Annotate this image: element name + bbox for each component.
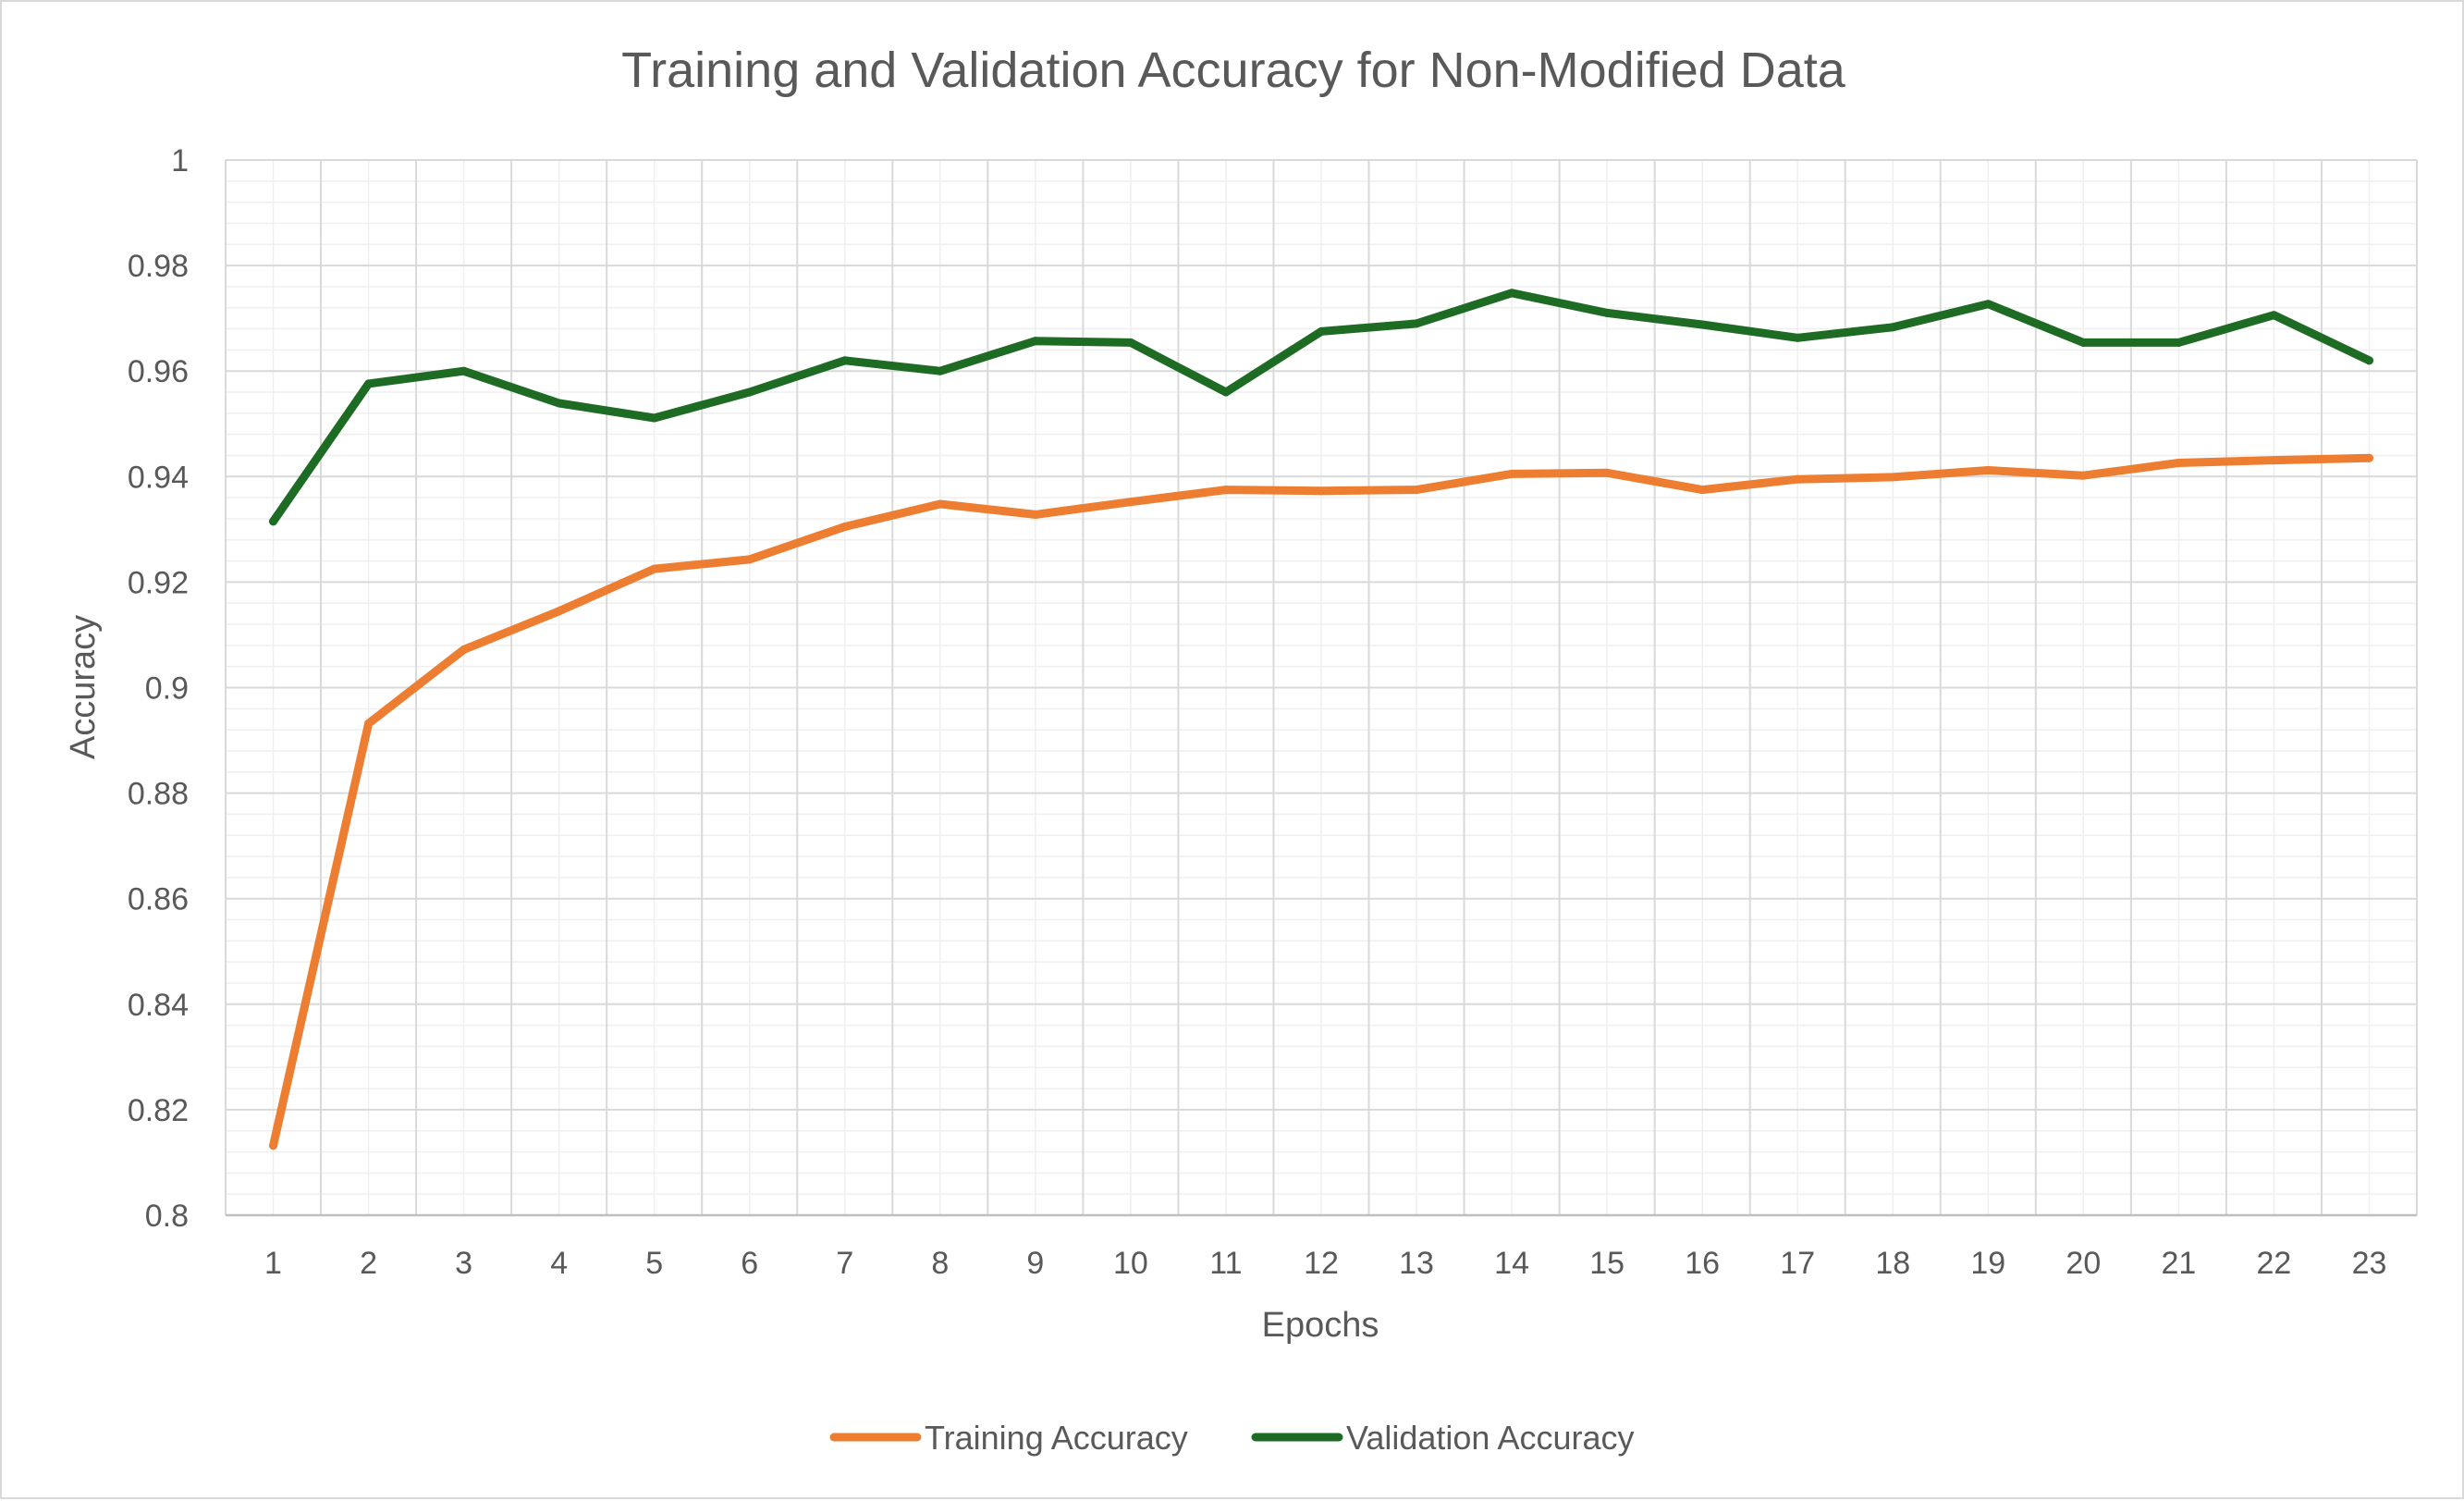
y-tick-label: 0.82 [128, 1093, 189, 1128]
x-tick-label: 8 [931, 1246, 949, 1281]
y-axis-title: Accuracy [64, 615, 103, 759]
data-point-training [840, 522, 850, 531]
x-tick-label: 19 [1970, 1246, 2005, 1281]
x-tick-label: 13 [1399, 1246, 1434, 1281]
data-point-training [364, 719, 374, 728]
x-tick-label: 23 [2352, 1246, 2387, 1281]
x-tick-label: 5 [645, 1246, 663, 1281]
data-point-training [460, 645, 469, 654]
data-point-validation [2269, 311, 2278, 320]
data-point-validation [1221, 388, 1231, 397]
x-tick-label: 9 [1026, 1246, 1044, 1281]
x-tick-label: 17 [1780, 1246, 1815, 1281]
x-tick-label: 21 [2161, 1246, 2196, 1281]
y-tick-label: 0.96 [128, 354, 189, 389]
data-point-training [745, 555, 754, 564]
data-point-training [269, 1141, 278, 1150]
data-point-validation [2078, 338, 2088, 347]
data-point-validation [840, 356, 850, 365]
data-point-validation [1317, 326, 1326, 336]
x-tick-label: 15 [1589, 1246, 1624, 1281]
data-point-validation [1412, 319, 1421, 328]
data-point-training [1031, 510, 1040, 519]
legend-label-training: Training Accuracy [925, 1419, 1188, 1457]
x-tick-label: 16 [1685, 1246, 1720, 1281]
data-point-training [1983, 465, 1992, 474]
data-point-validation [2364, 356, 2373, 365]
data-point-training [1888, 473, 1897, 482]
series-lines [269, 289, 2373, 1150]
data-point-validation [650, 413, 659, 423]
data-point-training [1221, 486, 1231, 495]
data-point-training [1412, 486, 1421, 495]
x-tick-label: 10 [1113, 1246, 1148, 1281]
y-tick-label: 0.86 [128, 882, 189, 917]
data-point-training [1507, 469, 1516, 478]
data-point-training [1698, 486, 1707, 495]
x-tick-label: 22 [2257, 1246, 2292, 1281]
x-tick-label: 14 [1494, 1246, 1529, 1281]
x-tick-label: 3 [455, 1246, 472, 1281]
data-point-validation [1698, 320, 1707, 329]
data-point-validation [1602, 308, 1612, 317]
x-tick-label: 7 [836, 1246, 853, 1281]
y-tick-label: 0.98 [128, 249, 189, 284]
y-tick-label: 0.8 [145, 1199, 189, 1234]
y-tick-label: 0.9 [145, 671, 189, 707]
data-point-validation [1126, 338, 1135, 347]
data-point-validation [460, 366, 469, 375]
axes: 0.80.820.840.860.880.90.920.940.960.9811… [128, 143, 2417, 1281]
x-tick-label: 6 [741, 1246, 758, 1281]
y-tick-label: 0.94 [128, 460, 189, 495]
data-point-training [2364, 453, 2373, 462]
data-point-validation [1031, 337, 1040, 346]
data-point-training [555, 607, 564, 616]
y-tick-label: 1 [171, 143, 189, 178]
data-point-validation [269, 517, 278, 526]
data-point-training [650, 564, 659, 573]
y-tick-label: 0.84 [128, 988, 189, 1023]
data-point-training [2174, 458, 2183, 467]
chart-title: Training and Validation Accuracy for Non… [621, 43, 1846, 98]
data-point-training [1793, 474, 1802, 484]
x-tick-label: 4 [550, 1246, 568, 1281]
data-point-validation [1507, 289, 1516, 298]
data-point-validation [1983, 300, 1992, 309]
data-point-validation [2174, 338, 2183, 347]
legend-label-validation: Validation Accuracy [1346, 1419, 1635, 1457]
y-tick-label: 0.88 [128, 777, 189, 812]
data-point-validation [364, 379, 374, 388]
data-point-training [2269, 456, 2278, 465]
legend: Training Accuracy Validation Accuracy [829, 1419, 1635, 1457]
data-point-training [1317, 486, 1326, 496]
x-tick-label: 12 [1304, 1246, 1339, 1281]
data-point-training [1602, 468, 1612, 477]
x-tick-label: 2 [360, 1246, 377, 1281]
data-point-validation [555, 399, 564, 408]
gridlines [225, 159, 2418, 1216]
x-tick-label: 1 [264, 1246, 282, 1281]
x-tick-label: 11 [1209, 1246, 1242, 1281]
data-point-training [936, 499, 945, 509]
data-point-validation [745, 388, 754, 397]
data-point-training [2078, 471, 2088, 480]
data-point-validation [1793, 333, 1802, 342]
x-axis-title: Epochs [1262, 1306, 1379, 1345]
data-point-validation [1888, 323, 1897, 332]
data-point-training [1126, 498, 1135, 507]
data-point-validation [936, 366, 945, 375]
x-tick-label: 20 [2066, 1246, 2101, 1281]
x-tick-label: 18 [1875, 1246, 1910, 1281]
y-tick-label: 0.92 [128, 565, 189, 600]
